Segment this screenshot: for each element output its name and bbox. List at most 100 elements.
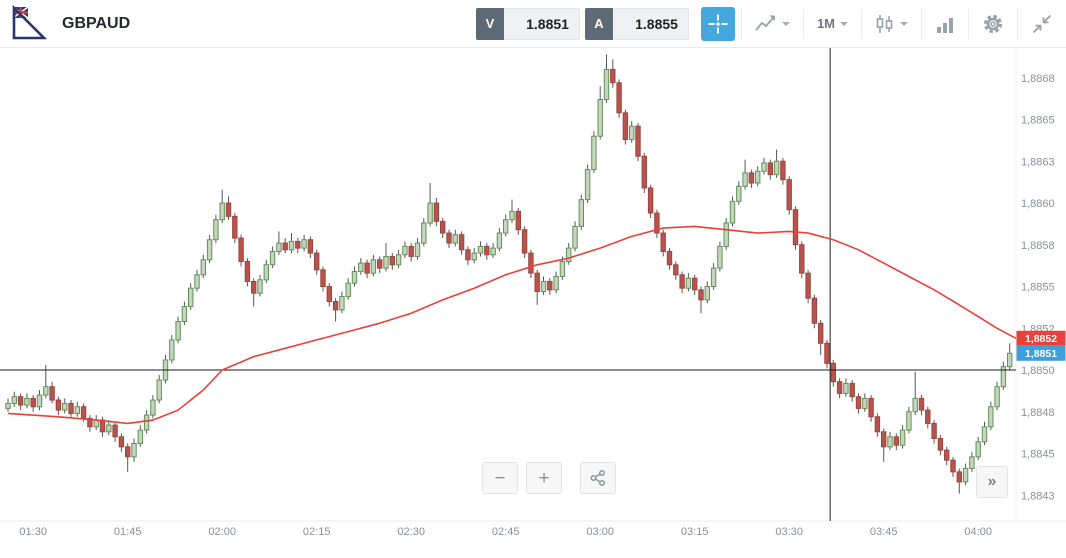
zoom-controls: − + — [482, 462, 624, 494]
candle-up — [137, 429, 144, 444]
candle-up — [862, 397, 868, 409]
indicators-button[interactable] — [922, 0, 968, 48]
buy-price: 1.8855 — [612, 7, 689, 40]
collapse-icon — [1032, 14, 1052, 33]
candle-up — [736, 185, 742, 202]
candle-up — [975, 441, 981, 458]
candle-down — [118, 436, 125, 448]
settings-button[interactable] — [969, 0, 1017, 48]
chart-type-dropdown[interactable] — [862, 0, 921, 48]
candle-down — [824, 342, 830, 364]
buy-label: A — [584, 7, 613, 40]
toolbar-separator — [802, 8, 804, 39]
candle-up — [150, 399, 156, 416]
candle-up — [773, 160, 780, 176]
candle-up — [591, 135, 597, 171]
candle-down — [30, 397, 36, 408]
candle-up — [11, 396, 18, 404]
jump-to-latest-button[interactable]: » — [976, 466, 1008, 498]
toolbar-separator — [861, 8, 862, 39]
candle-up — [755, 170, 761, 184]
candle-down — [80, 406, 87, 419]
candle-down — [792, 209, 799, 246]
candle-up — [276, 242, 282, 252]
candle-down — [780, 160, 786, 181]
candle-down — [748, 172, 755, 184]
crosshair-button[interactable] — [700, 6, 735, 41]
candle-up — [1000, 366, 1007, 388]
candle-down — [326, 286, 333, 303]
candle-up — [351, 270, 358, 284]
candle-down — [534, 272, 540, 293]
candle-down — [515, 210, 521, 231]
candlestick-chart[interactable]: 1,8868 1,8865 1,8863 1,8860 1,8858 1,8855 1,88… — [0, 48, 1066, 558]
sell-label: V — [475, 7, 504, 40]
candle-up — [723, 222, 729, 247]
zoom-in-button[interactable]: + — [526, 462, 562, 494]
share-icon — [590, 470, 605, 486]
candle-up — [269, 250, 276, 266]
symbol-title: GBPAUD — [62, 14, 131, 32]
candle-down — [314, 252, 320, 271]
candle-up — [685, 277, 692, 289]
candle-down — [673, 264, 679, 276]
candle-up — [131, 442, 137, 458]
candle-up — [540, 280, 547, 293]
candle-down — [55, 399, 62, 411]
trend-tools-dropdown[interactable] — [742, 0, 803, 48]
sell-price: 1.8851 — [503, 7, 580, 40]
candle-down — [925, 409, 931, 424]
candle-up — [471, 252, 477, 261]
candle-up — [288, 240, 295, 251]
candle-up — [206, 239, 213, 261]
candle-down — [811, 297, 818, 324]
candle-up — [509, 210, 515, 221]
candle-down — [855, 396, 862, 409]
candle-down — [893, 436, 899, 446]
candle-up — [742, 172, 748, 187]
candle-down — [660, 232, 666, 252]
candle-down — [918, 397, 925, 411]
candle-up — [981, 426, 988, 443]
candle-down — [232, 215, 238, 239]
sell-quote-button[interactable]: V 1.8851 — [475, 7, 580, 40]
candle-up — [395, 254, 402, 266]
price-axis-label: 1,8860 — [1021, 198, 1055, 210]
bar-chart-icon — [937, 17, 953, 33]
price-axis-label: 1,8863 — [1021, 156, 1055, 168]
share-button[interactable] — [580, 462, 616, 494]
candle-down — [389, 255, 396, 266]
candle-up — [496, 232, 503, 249]
time-axis-label: 02:00 — [208, 526, 236, 538]
candle-down — [547, 280, 553, 291]
candle-up — [906, 411, 912, 431]
time-axis-label: 03:30 — [775, 526, 803, 538]
candle-up — [74, 406, 80, 414]
candle-down — [251, 280, 257, 294]
moving-average-line — [7, 225, 1017, 425]
candle-down — [830, 362, 836, 383]
candle-up — [257, 279, 263, 294]
candle-up — [887, 436, 893, 448]
candle-up — [988, 406, 994, 428]
candle-up — [559, 260, 566, 277]
zoom-out-button[interactable]: − — [482, 462, 518, 494]
candle-down — [446, 232, 452, 244]
candle-up — [503, 219, 509, 234]
collapse-button[interactable] — [1018, 0, 1066, 48]
timeframe-dropdown[interactable]: 1M — [804, 0, 861, 48]
time-axis-label: 03:00 — [586, 526, 614, 538]
candle-up — [912, 397, 918, 413]
candle-down — [692, 277, 698, 291]
chevron-down-icon — [900, 21, 908, 26]
candle-up — [370, 259, 377, 274]
candle-down — [17, 396, 24, 406]
candle-down — [647, 187, 654, 214]
candle-down — [225, 202, 232, 217]
candle-up — [24, 397, 30, 406]
candle-down — [805, 272, 811, 299]
candle-down — [282, 242, 288, 251]
candle-up — [729, 200, 736, 224]
candle-up — [5, 402, 11, 409]
buy-quote-button[interactable]: A 1.8855 — [584, 7, 689, 40]
